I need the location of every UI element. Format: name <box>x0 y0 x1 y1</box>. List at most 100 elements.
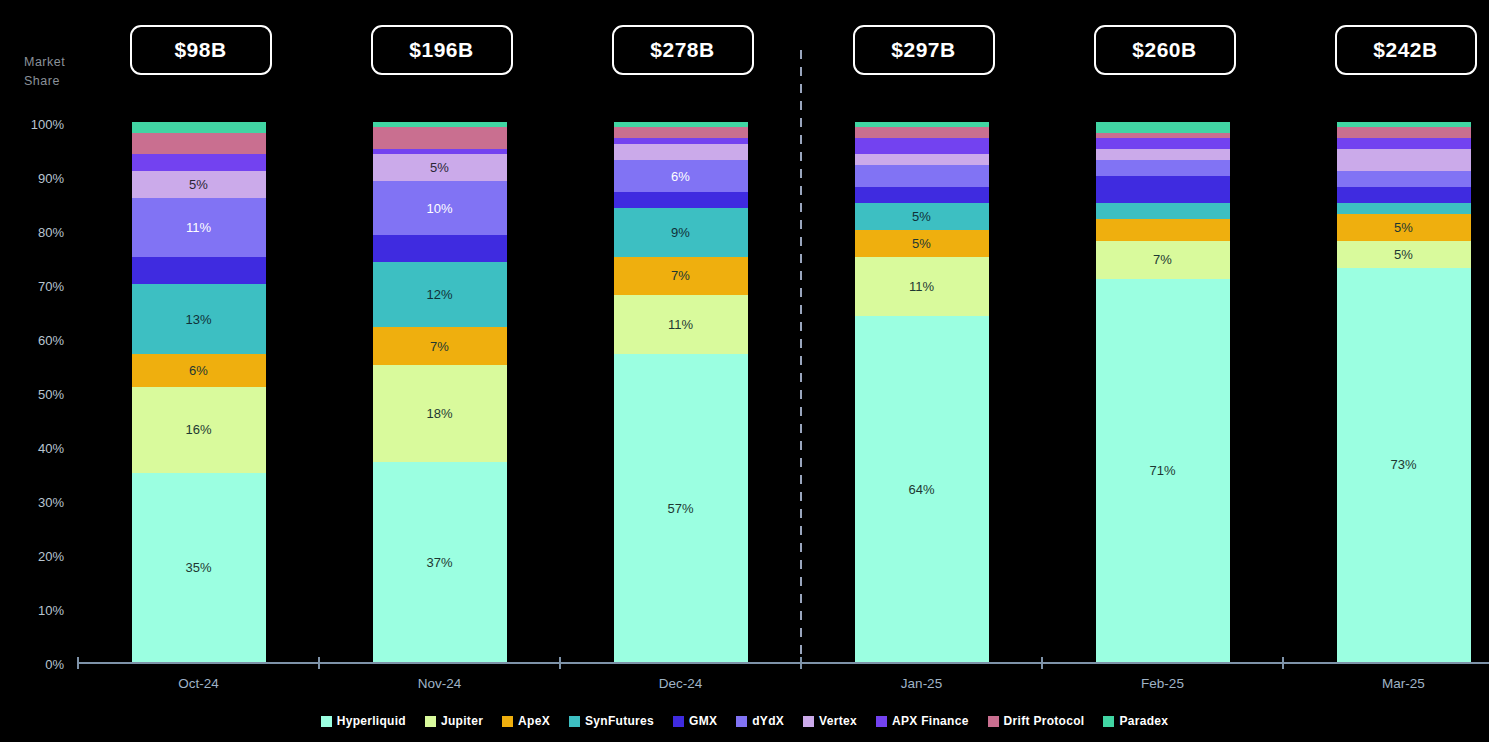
bar-segment-jupiter-jan-25: 11% <box>855 257 989 316</box>
bar-segment-vertex-feb-25 <box>1096 149 1230 160</box>
segment-value-label: 10% <box>426 201 452 216</box>
y-axis-label-20pct: 20% <box>12 549 64 564</box>
bar-segment-paradex-mar-25 <box>1337 122 1471 127</box>
bar-segment-drift-protocol-feb-25 <box>1096 133 1230 138</box>
bar-segment-apex-jan-25: 5% <box>855 230 989 257</box>
bar-segment-paradex-oct-24 <box>132 122 266 133</box>
bar-oct-24: 35% 16% 6% 13% 11% 5% <box>132 122 266 662</box>
bar-feb-25: 71% 7% <box>1096 122 1230 662</box>
bar-segment-hyperliquid-jan-25: 64% <box>855 316 989 662</box>
y-axis-label-80pct: 80% <box>12 225 64 240</box>
bar-segment-synfutures-nov-24: 12% <box>373 262 507 327</box>
legend-item-drift-protocol: Drift Protocol <box>988 714 1085 728</box>
bar-segment-apx-finance-nov-24 <box>373 149 507 154</box>
bar-segment-dydx-nov-24: 10% <box>373 181 507 235</box>
bar-jan-25: 64%11%5%5% <box>855 122 989 662</box>
legend-label: dYdX <box>752 714 784 728</box>
y-axis-label-40pct: 40% <box>12 441 64 456</box>
bar-segment-apex-nov-24: 7% <box>373 327 507 365</box>
bar-segment-jupiter-oct-24: 16% <box>132 387 266 473</box>
bar-segment-dydx-mar-25 <box>1337 171 1471 187</box>
y-axis-title: Market Share <box>24 53 65 92</box>
y-axis-label-100pct: 100% <box>12 117 64 132</box>
bar-segment-gmx-nov-24 <box>373 235 507 262</box>
segment-value-label: 11% <box>186 220 211 235</box>
segment-value-label: 7% <box>430 339 449 354</box>
bar-segment-jupiter-mar-25: 5% <box>1337 241 1471 268</box>
segment-value-label: 5% <box>1394 220 1413 235</box>
segment-value-label: 57% <box>667 501 693 516</box>
bar-segment-apex-oct-24: 6% <box>132 354 266 386</box>
bar-segment-jupiter-nov-24: 18% <box>373 365 507 462</box>
bar-segment-synfutures-mar-25 <box>1337 203 1471 214</box>
segment-value-label: 13% <box>185 312 211 327</box>
bar-segment-drift-protocol-dec-24 <box>614 127 748 138</box>
segment-value-label: 73% <box>1390 457 1416 472</box>
bar-segment-apx-finance-oct-24 <box>132 154 266 170</box>
bar-segment-jupiter-feb-25: 7% <box>1096 241 1230 279</box>
legend-swatch-icon <box>502 716 513 727</box>
bar-segment-hyperliquid-mar-25: 73% <box>1337 268 1471 662</box>
segment-value-label: 5% <box>189 177 208 192</box>
legend-label: ApeX <box>518 714 550 728</box>
bar-segment-apx-finance-mar-25 <box>1337 138 1471 149</box>
legend-item-paradex: Paradex <box>1103 714 1168 728</box>
bar-segment-vertex-dec-24 <box>614 144 748 160</box>
segment-value-label: 5% <box>912 236 931 251</box>
segment-value-label: 6% <box>189 363 208 378</box>
market-share-stacked-bar-chart: Market Share $98B$196B$278B$297B$260B$24… <box>0 0 1489 742</box>
segment-value-label: 9% <box>671 225 690 240</box>
bar-segment-gmx-mar-25 <box>1337 187 1471 203</box>
bar-segment-paradex-dec-24 <box>614 122 748 127</box>
bar-segment-paradex-feb-25 <box>1096 122 1230 133</box>
segment-value-label: 35% <box>185 560 211 575</box>
legend-label: Hyperliquid <box>337 714 406 728</box>
y-axis-label-90pct: 90% <box>12 171 64 186</box>
segment-value-label: 7% <box>1153 252 1172 267</box>
total-volume-box-dec-24: $278B <box>612 25 754 75</box>
segment-value-label: 71% <box>1149 463 1175 478</box>
x-axis-label-mar-25: Mar-25 <box>1324 676 1484 691</box>
x-axis-label-jan-25: Jan-25 <box>842 676 1002 691</box>
bar-segment-hyperliquid-dec-24: 57% <box>614 354 748 662</box>
segment-value-label: 11% <box>909 279 934 294</box>
bar-segment-drift-protocol-nov-24 <box>373 127 507 149</box>
segment-value-label: 16% <box>185 422 211 437</box>
legend-swatch-icon <box>736 716 747 727</box>
y-axis-label-70pct: 70% <box>12 279 64 294</box>
bar-segment-apex-mar-25: 5% <box>1337 214 1471 241</box>
legend-label: Drift Protocol <box>1004 714 1085 728</box>
segment-value-label: 64% <box>908 482 934 497</box>
bar-segment-drift-protocol-jan-25 <box>855 127 989 138</box>
bar-segment-apx-finance-dec-24 <box>614 138 748 143</box>
legend-swatch-icon <box>569 716 580 727</box>
bar-segment-synfutures-oct-24: 13% <box>132 284 266 354</box>
bar-segment-drift-protocol-mar-25 <box>1337 127 1471 138</box>
x-axis-label-nov-24: Nov-24 <box>360 676 520 691</box>
legend-item-hyperliquid: Hyperliquid <box>321 714 406 728</box>
bar-segment-gmx-oct-24 <box>132 257 266 284</box>
bar-dec-24: 57% 11% 7% 9% 6% <box>614 122 748 662</box>
bar-segment-paradex-jan-25 <box>855 122 989 127</box>
total-volume-box-feb-25: $260B <box>1094 25 1236 75</box>
bar-segment-synfutures-dec-24: 9% <box>614 208 748 257</box>
bar-segment-jupiter-dec-24: 11% <box>614 295 748 354</box>
legend-item-apex: ApeX <box>502 714 550 728</box>
legend-item-dydx: dYdX <box>736 714 784 728</box>
legend-label: Jupiter <box>441 714 483 728</box>
bar-nov-24: 37% 18% 7% 12% 10% 5% <box>373 122 507 662</box>
legend-item-synfutures: SynFutures <box>569 714 654 728</box>
bar-segment-hyperliquid-nov-24: 37% <box>373 462 507 662</box>
y-axis-label-0pct: 0% <box>12 657 64 672</box>
x-axis-label-feb-25: Feb-25 <box>1083 676 1243 691</box>
bar-segment-dydx-dec-24: 6% <box>614 160 748 192</box>
bar-segment-dydx-oct-24: 11% <box>132 198 266 257</box>
segment-value-label: 11% <box>668 317 693 332</box>
total-volume-box-oct-24: $98B <box>130 25 272 75</box>
segment-value-label: 5% <box>430 160 449 175</box>
segment-value-label: 18% <box>426 406 452 421</box>
legend: HyperliquidJupiterApeXSynFuturesGMXdYdXV… <box>0 714 1489 728</box>
segment-value-label: 7% <box>671 268 690 283</box>
legend-item-gmx: GMX <box>673 714 717 728</box>
y-axis-label-30pct: 30% <box>12 495 64 510</box>
